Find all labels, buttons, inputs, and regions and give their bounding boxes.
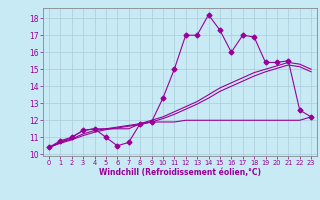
X-axis label: Windchill (Refroidissement éolien,°C): Windchill (Refroidissement éolien,°C) <box>99 168 261 177</box>
